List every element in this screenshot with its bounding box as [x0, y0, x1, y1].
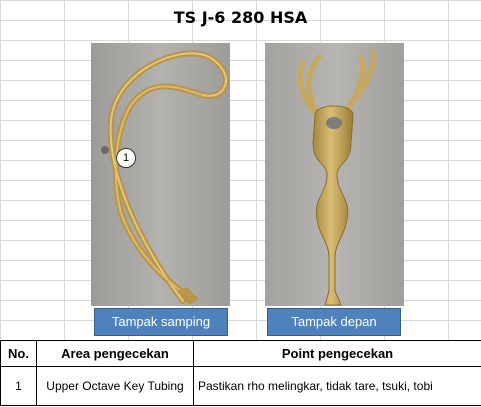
cell-no: 1: [0, 366, 37, 406]
side-view-photo: [91, 43, 230, 306]
spreadsheet-grid: [0, 0, 481, 340]
front-view-caption: Tampak depan: [267, 308, 401, 336]
side-view-caption: Tampak samping: [94, 308, 228, 336]
header-point: Point pengecekan: [193, 340, 481, 367]
header-no: No.: [0, 340, 37, 367]
front-view-photo: [265, 43, 404, 306]
cell-area: Upper Octave Key Tubing: [36, 366, 194, 406]
cell-point: Pastikan rho melingkar, tidak tare, tsuk…: [193, 366, 481, 406]
header-area: Area pengecekan: [36, 340, 194, 367]
callout-marker-1: 1: [116, 148, 136, 168]
document-title: TS J-6 280 HSA: [173, 8, 308, 27]
inspection-table: No. Area pengecekan Point pengecekan 1 U…: [0, 340, 481, 406]
table-header-row: No. Area pengecekan Point pengecekan: [0, 340, 481, 367]
table-row: 1 Upper Octave Key Tubing Pastikan rho m…: [0, 366, 481, 406]
